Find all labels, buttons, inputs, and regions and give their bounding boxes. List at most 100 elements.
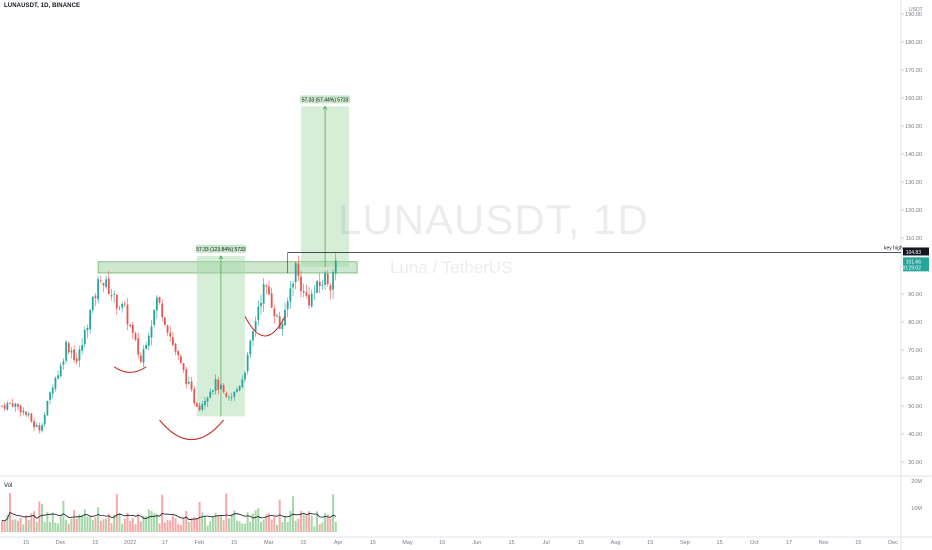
volume-bar xyxy=(118,513,121,532)
volume-bar xyxy=(163,522,166,532)
candle-body xyxy=(70,350,73,353)
candle-body xyxy=(161,303,164,318)
candle-body xyxy=(91,296,94,311)
candle-body xyxy=(155,297,158,311)
candle-body xyxy=(134,333,137,340)
candle-body xyxy=(214,379,217,391)
volume-bar xyxy=(217,515,220,532)
volume-bar xyxy=(278,499,281,532)
candle-body xyxy=(59,365,62,377)
candle-body xyxy=(166,325,169,333)
candle-body xyxy=(228,396,230,398)
candle-body xyxy=(318,281,321,287)
candle-body xyxy=(169,332,172,337)
volume-bar xyxy=(91,520,94,532)
volume-bar xyxy=(99,520,102,532)
x-tick-label: 15 xyxy=(855,540,861,546)
volume-bar xyxy=(33,511,36,532)
last-price-bg xyxy=(903,257,929,272)
volume-bar xyxy=(259,521,262,532)
symbol-title[interactable]: LUNAUSDT, 1D, BINANCE xyxy=(4,3,81,9)
candle-body xyxy=(316,281,318,293)
candle-body xyxy=(89,310,92,330)
volume-bar xyxy=(310,515,313,532)
x-tick-label: Sep xyxy=(680,540,690,546)
y-tick-label: 90.00 xyxy=(908,292,922,298)
candle-body xyxy=(262,283,265,304)
candles[interactable] xyxy=(1,253,337,434)
candle-body xyxy=(126,304,129,325)
volume-axis: 20M 10M xyxy=(911,479,922,512)
y-tick-label: 50.00 xyxy=(908,404,922,410)
candle-body xyxy=(115,294,118,309)
volume-bar xyxy=(300,510,303,532)
candle-body xyxy=(97,279,100,300)
x-tick-label: Dec xyxy=(888,540,898,546)
x-tick-label: Feb xyxy=(195,540,204,546)
volume-bar xyxy=(262,519,265,532)
volume-bar xyxy=(115,493,118,532)
candle-body xyxy=(1,405,3,407)
candle-body xyxy=(201,404,204,410)
candle-body xyxy=(257,306,260,320)
candle-body xyxy=(75,358,78,362)
pattern-arc-left-shoulder[interactable] xyxy=(113,366,147,373)
candle-body xyxy=(153,309,156,326)
x-tick-label: 15 xyxy=(370,540,376,546)
candle-body xyxy=(236,389,238,392)
volume-bar xyxy=(11,519,14,532)
volume-bar xyxy=(174,518,177,532)
candle-body xyxy=(260,302,262,307)
candle-body xyxy=(171,337,174,345)
volume-tick-label: 20M xyxy=(911,479,922,485)
measurement-label-bg xyxy=(300,95,351,104)
candle-body xyxy=(300,276,302,292)
candle-body xyxy=(33,421,35,428)
volume-bar xyxy=(308,511,311,532)
candle-body xyxy=(102,283,105,286)
volume-pane-label[interactable]: Vol xyxy=(4,483,13,489)
volume-bar xyxy=(89,516,92,532)
volume-bar xyxy=(105,518,108,532)
measurement-2[interactable]: 57.33 (57.44%) 5733 xyxy=(300,95,351,267)
y-tick-label: 130.00 xyxy=(905,180,922,186)
candle-body xyxy=(212,390,214,392)
pattern-arc-head[interactable] xyxy=(159,419,224,441)
pattern-arc-right-shoulder[interactable] xyxy=(244,316,286,337)
candle-body xyxy=(313,291,316,293)
volume-bar xyxy=(251,513,254,532)
volume-bar xyxy=(147,509,150,532)
volume-bar xyxy=(153,513,156,532)
measurement-1[interactable]: 57.33 (123.84%) 5733 xyxy=(195,244,246,417)
volume-bar xyxy=(284,515,287,532)
volume-bar xyxy=(249,521,252,532)
volume-bars[interactable] xyxy=(1,492,337,532)
candle-body xyxy=(222,385,225,393)
watermark-ticker: LUNAUSDT, 1D xyxy=(338,196,649,243)
candle-body xyxy=(241,379,244,388)
candle-body xyxy=(310,293,313,307)
volume-bar xyxy=(230,514,233,532)
candle-body xyxy=(198,405,201,411)
volume-bar xyxy=(54,522,57,532)
volume-bar xyxy=(209,521,212,532)
candle-body xyxy=(105,279,108,288)
candle-body xyxy=(244,372,246,380)
volume-bar xyxy=(62,500,65,532)
candle-body xyxy=(22,410,25,413)
candle-body xyxy=(49,392,51,400)
candle-body xyxy=(57,375,59,379)
candle-body xyxy=(217,379,220,390)
resistance-zone[interactable] xyxy=(97,261,358,274)
volume-bar xyxy=(57,523,60,532)
candle-body xyxy=(67,343,70,353)
candle-body xyxy=(43,414,46,425)
x-tick-label: Jul xyxy=(543,540,550,546)
volume-bar xyxy=(195,518,198,532)
x-axis[interactable]: 15 Dec 15 2022 17 Feb 15 Mar 15 Apr 15 May 16 Jun 15 Ju… xyxy=(23,540,898,546)
x-tick-label: 2022 xyxy=(124,540,136,546)
